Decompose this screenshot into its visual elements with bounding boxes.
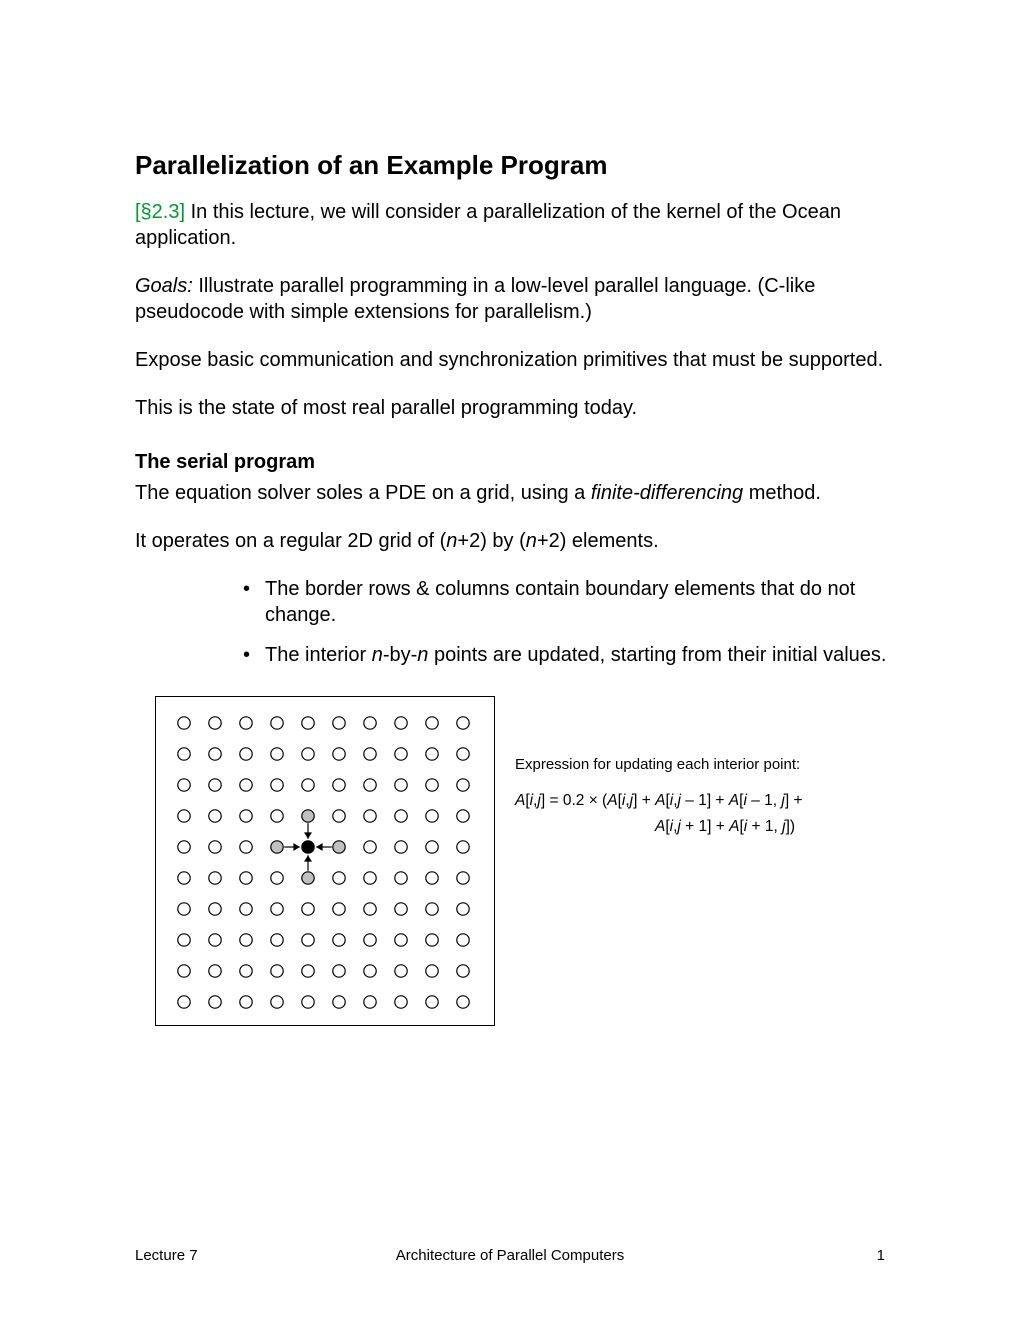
- page: Parallelization of an Example Program [§…: [0, 0, 1020, 1320]
- grid-b: +2) by (: [457, 530, 525, 552]
- footer-center: Architecture of Parallel Computers: [396, 1247, 624, 1264]
- expression-line-1: A[i,j] = 0.2 × (A[i,j] + A[i,j – 1] + A[…: [515, 788, 890, 814]
- intro-paragraph: [§2.3] In this lecture, we will consider…: [135, 199, 890, 251]
- grid-c: +2) elements.: [537, 530, 659, 552]
- figure-row: Expression for updating each interior po…: [155, 696, 890, 1026]
- grid-n1: n: [446, 530, 457, 552]
- expose-paragraph: Expose basic communication and synchroni…: [135, 347, 890, 373]
- bullet-2: The interior n-by-n points are updated, …: [243, 642, 890, 668]
- pde-a: The equation solver soles a PDE on a gri…: [135, 482, 591, 504]
- bullet-1: The border rows & columns contain bounda…: [243, 576, 890, 628]
- grid-svg: [170, 709, 477, 1010]
- section-ref: [§2.3]: [135, 201, 185, 223]
- pde-ital: finite-differencing: [591, 482, 743, 504]
- pde-paragraph: The equation solver soles a PDE on a gri…: [135, 480, 890, 506]
- expression-line-2: A[i,j + 1] + A[i + 1, j]): [515, 814, 890, 840]
- bullet-list: The border rows & columns contain bounda…: [135, 576, 890, 668]
- b2c: points are updated, starting from their …: [428, 644, 886, 666]
- state-paragraph: This is the state of most real parallel …: [135, 395, 890, 421]
- footer-left: Lecture 7: [135, 1247, 198, 1264]
- b2n1: n: [372, 644, 383, 666]
- goals-text: Illustrate parallel programming in a low…: [135, 275, 815, 323]
- pde-b: method.: [743, 482, 821, 504]
- grid-a: It operates on a regular 2D grid of (: [135, 530, 446, 552]
- b2b: -by-: [383, 644, 417, 666]
- grid-paragraph: It operates on a regular 2D grid of (n+2…: [135, 528, 890, 554]
- expression-caption: Expression for updating each interior po…: [515, 752, 890, 778]
- b2n2: n: [417, 644, 428, 666]
- intro-text: In this lecture, we will consider a para…: [135, 201, 841, 249]
- footer: Lecture 7 Architecture of Parallel Compu…: [135, 1247, 885, 1264]
- expression-column: Expression for updating each interior po…: [515, 696, 890, 840]
- serial-heading: The serial program: [135, 451, 890, 474]
- grid-diagram: [155, 696, 495, 1026]
- page-title: Parallelization of an Example Program: [135, 150, 890, 181]
- b2a: The interior: [265, 644, 372, 666]
- grid-n2: n: [526, 530, 537, 552]
- goals-paragraph: Goals: Illustrate parallel programming i…: [135, 273, 890, 325]
- goals-label: Goals:: [135, 275, 193, 297]
- footer-right: 1: [877, 1247, 885, 1264]
